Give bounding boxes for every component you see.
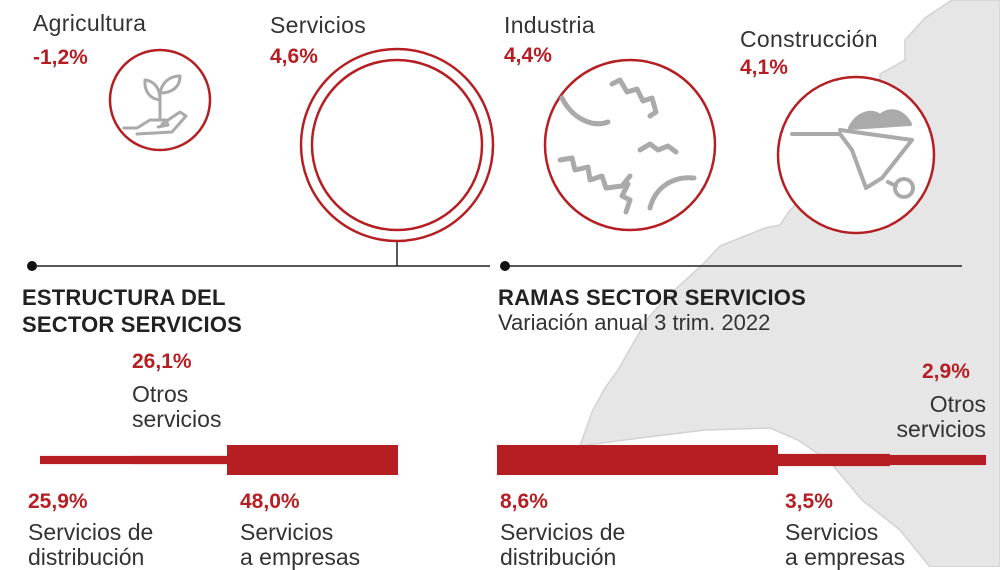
bubble-construccion: [776, 75, 936, 235]
structure-pct-empresas: 48,0%: [240, 490, 300, 513]
sector-pct-servicios: 4,6%: [270, 45, 318, 68]
structure-label-distribucion-line2: distribución: [28, 544, 145, 570]
sector-label-agricultura: Agricultura: [33, 10, 147, 36]
structure-label-otros-line2: servicios: [132, 406, 222, 432]
branch-label-distribucion-line2: distribución: [500, 544, 617, 570]
branch-label-otros-line2: servicios: [896, 416, 986, 442]
sector-pct-industria: 4,4%: [504, 44, 552, 67]
gears-icon: [557, 77, 697, 215]
wheelbarrow-icon: [790, 109, 915, 199]
structure-pct-otros: 26,1%: [132, 350, 192, 373]
structure-label-empresas: Servicios a empresas: [240, 520, 360, 570]
bubble-servicios-inner: [310, 58, 484, 232]
structure-label-distribucion-line1: Servicios de: [28, 519, 154, 545]
branch-pct-otros: 2,9%: [922, 360, 970, 383]
structure-title-line1: ESTRUCTURA DEL: [22, 285, 226, 310]
structure-label-empresas-line1: Servicios: [240, 519, 334, 545]
structure-title-line2: SECTOR SERVICIOS: [22, 312, 242, 337]
branches-title: RAMAS SECTOR SERVICIOS: [498, 285, 806, 310]
branch-label-otros: Otros servicios: [882, 392, 986, 442]
branch-label-empresas-line2: a empresas: [785, 544, 906, 570]
structure-label-distribucion: Servicios de distribución: [28, 520, 153, 570]
sector-label-industria: Industria: [504, 12, 595, 38]
structure-pct-distribucion: 25,9%: [28, 490, 88, 513]
branch-pct-distribucion: 8,6%: [500, 490, 548, 513]
structure-label-otros: Otros servicios: [132, 382, 221, 432]
sector-label-servicios: Servicios: [270, 12, 367, 38]
bar-servicios-de-distribucion: [40, 455, 133, 465]
bar-otros-servicios: [890, 454, 986, 466]
sector-pct-agricultura: -1,2%: [33, 46, 88, 69]
bubble-industria: [543, 58, 717, 232]
branches-subtitle: Variación anual 3 trim. 2022: [498, 310, 771, 335]
sector-label-construccion: Construcción: [740, 26, 878, 52]
bar-servicios-a-empresas: [227, 445, 398, 475]
bubble-servicios-outer: [299, 47, 495, 243]
branch-label-empresas-line1: Servicios: [785, 519, 879, 545]
branch-pct-empresas: 3,5%: [785, 490, 833, 513]
sector-pct-construccion: 4,1%: [740, 56, 788, 79]
bar-servicios-de-distribucion: [497, 445, 778, 475]
branch-label-otros-line1: Otros: [929, 391, 986, 417]
branch-label-empresas: Servicios a empresas: [785, 520, 905, 570]
structure-label-empresas-line2: a empresas: [240, 544, 361, 570]
structure-label-otros-line1: Otros: [132, 381, 189, 407]
branch-label-distribucion: Servicios de distribución: [500, 520, 625, 570]
plant-hand-icon: [122, 74, 188, 136]
structure-title: ESTRUCTURA DEL SECTOR SERVICIOS: [22, 284, 242, 338]
bar-otros-servicios: [133, 455, 227, 465]
timeline-dot-left: [27, 261, 37, 271]
bar-servicios-a-empresas: [778, 453, 890, 467]
branch-label-distribucion-line1: Servicios de: [500, 519, 626, 545]
timeline-dot-right: [500, 261, 510, 271]
